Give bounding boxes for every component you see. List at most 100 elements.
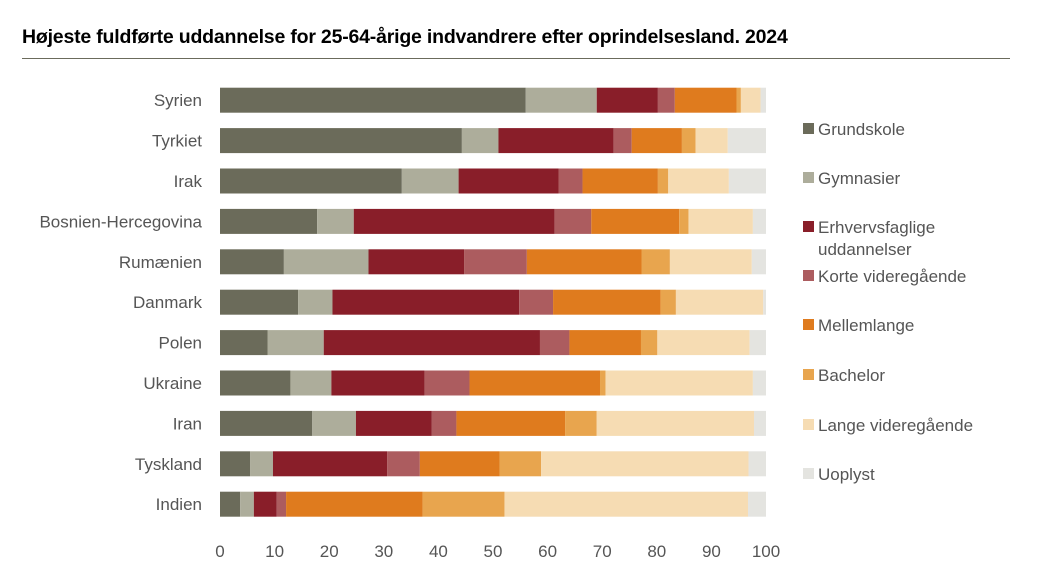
bar-irak-uoplyst xyxy=(728,168,766,194)
legend-label-korte-videregaende: Korte videregående xyxy=(818,267,966,286)
x-tick-label: 90 xyxy=(702,542,721,561)
bar-syrien-uoplyst xyxy=(760,87,766,113)
bar-rumaenien-gymnasier xyxy=(283,249,369,275)
bar-ukraine-uoplyst xyxy=(752,370,766,396)
bar-tyskland-grundskole xyxy=(220,451,251,477)
category-labels: Syrien Tyrkiet Irak Bosnien-Hercegovina Rumæ… xyxy=(39,91,202,514)
bar-polen-mellemlange xyxy=(569,330,641,356)
bar-danmark-mellemlange xyxy=(553,289,661,315)
category-label: Ukraine xyxy=(143,374,202,393)
bar-tyrkiet-uoplyst xyxy=(727,128,766,154)
legend-label-mellemlange: Mellemlange xyxy=(818,316,914,335)
bar-iran-uoplyst xyxy=(753,410,766,436)
legend-label-uoplyst: Uoplyst xyxy=(818,465,875,484)
bar-irak-erhvervsfaglige-uddannelser xyxy=(458,168,559,194)
bar-bosnien-hercegovina-korte-videregaende xyxy=(554,208,592,234)
bar-ukraine-erhvervsfaglige-uddannelser xyxy=(331,370,425,396)
bar-rumaenien-erhvervsfaglige-uddannelser xyxy=(368,249,465,275)
bar-iran-korte-videregaende xyxy=(431,410,457,436)
bar-ukraine-lange-videregaende xyxy=(605,370,753,396)
legend-swatch-bachelor xyxy=(803,369,814,380)
bar-tyrkiet-grundskole xyxy=(220,128,462,154)
bar-rumaenien-mellemlange xyxy=(526,249,642,275)
bar-danmark-korte-videregaende xyxy=(519,289,554,315)
bar-syrien-gymnasier xyxy=(525,87,597,113)
category-label: Danmark xyxy=(133,293,202,312)
bar-syrien-mellemlange xyxy=(674,87,737,113)
category-label: Indien xyxy=(156,495,202,514)
bar-syrien-bachelor xyxy=(736,87,741,113)
legend-swatch-erhvervsfaglige-uddannelser xyxy=(803,221,814,232)
bar-rumaenien-lange-videregaende xyxy=(669,249,752,275)
bar-indien-erhvervsfaglige-uddannelser xyxy=(253,491,277,517)
bar-bosnien-hercegovina-bachelor xyxy=(679,208,689,234)
x-tick-label: 100 xyxy=(752,542,780,561)
category-label: Irak xyxy=(174,172,203,191)
bar-indien-korte-videregaende xyxy=(276,491,287,517)
legend-label-lange-videregaende: Lange videregående xyxy=(818,416,973,435)
bar-polen-erhvervsfaglige-uddannelser xyxy=(323,330,540,356)
title-divider xyxy=(22,58,1010,59)
bar-tyrkiet-korte-videregaende xyxy=(613,128,632,154)
legend-swatch-mellemlange xyxy=(803,319,814,330)
chart-title: Højeste fuldførte uddannelse for 25-64-å… xyxy=(22,26,788,48)
bar-bosnien-hercegovina-grundskole xyxy=(220,208,318,234)
bar-tyskland-mellemlange xyxy=(419,451,500,477)
x-tick-label: 20 xyxy=(320,542,339,561)
bar-ukraine-korte-videregaende xyxy=(424,370,470,396)
bar-irak-lange-videregaende xyxy=(668,168,729,194)
bar-indien-lange-videregaende xyxy=(504,491,748,517)
bar-rumaenien-korte-videregaende xyxy=(464,249,527,275)
bar-syrien-lange-videregaende xyxy=(740,87,761,113)
bar-rumaenien-uoplyst xyxy=(751,249,766,275)
bar-indien-uoplyst xyxy=(747,491,766,517)
bar-iran-bachelor xyxy=(565,410,597,436)
bar-indien-mellemlange xyxy=(286,491,423,517)
legend-label-grundskole: Grundskole xyxy=(818,120,905,139)
bar-tyskland-erhvervsfaglige-uddannelser xyxy=(272,451,388,477)
legend-swatch-korte-videregaende xyxy=(803,270,814,281)
bar-rumaenien-grundskole xyxy=(220,249,284,275)
x-tick-label: 60 xyxy=(538,542,557,561)
bar-iran-erhvervsfaglige-uddannelser xyxy=(355,410,432,436)
bar-tyrkiet-mellemlange xyxy=(631,128,682,154)
legend-label-bachelor: Bachelor xyxy=(818,366,885,385)
x-tick-label: 80 xyxy=(647,542,666,561)
bar-danmark-lange-videregaende xyxy=(675,289,764,315)
bar-danmark-grundskole xyxy=(220,289,299,315)
x-tick-label: 0 xyxy=(215,542,224,561)
bar-polen-lange-videregaende xyxy=(657,330,750,356)
bar-irak-korte-videregaende xyxy=(558,168,583,194)
bar-tyrkiet-lange-videregaende xyxy=(695,128,728,154)
bar-danmark-bachelor xyxy=(660,289,676,315)
bar-indien-grundskole xyxy=(220,491,241,517)
bar-tyskland-lange-videregaende xyxy=(541,451,749,477)
bar-iran-lange-videregaende xyxy=(596,410,754,436)
bar-danmark-erhvervsfaglige-uddannelser xyxy=(332,289,520,315)
bar-irak-gymnasier xyxy=(401,168,459,194)
bar-ukraine-grundskole xyxy=(220,370,291,396)
category-label: Polen xyxy=(159,334,202,353)
bar-ukraine-gymnasier xyxy=(290,370,332,396)
bars-layer xyxy=(220,87,766,517)
bar-ukraine-bachelor xyxy=(600,370,606,396)
x-axis: 0 10 20 30 40 50 60 70 80 90 100 xyxy=(215,542,780,561)
bar-bosnien-hercegovina-mellemlange xyxy=(591,208,680,234)
bar-tyskland-uoplyst xyxy=(748,451,766,477)
x-tick-label: 30 xyxy=(374,542,393,561)
category-label: Syrien xyxy=(154,91,202,110)
bar-iran-grundskole xyxy=(220,410,313,436)
category-label: Bosnien-Hercegovina xyxy=(39,212,202,231)
bar-irak-mellemlange xyxy=(582,168,658,194)
legend: Grundskole Gymnasier Erhvervsfaglige uddann… xyxy=(803,120,973,484)
bar-bosnien-hercegovina-erhvervsfaglige-uddannelser xyxy=(353,208,555,234)
category-label: Rumænien xyxy=(119,253,202,272)
x-tick-label: 50 xyxy=(484,542,503,561)
bar-indien-gymnasier xyxy=(240,491,254,517)
legend-swatch-grundskole xyxy=(803,123,814,134)
bar-irak-grundskole xyxy=(220,168,402,194)
bar-tyskland-korte-videregaende xyxy=(387,451,420,477)
legend-label-erhvervsfaglige-uddannelser: Erhvervsfaglige uddannelser xyxy=(818,218,935,259)
legend-swatch-uoplyst xyxy=(803,468,814,479)
